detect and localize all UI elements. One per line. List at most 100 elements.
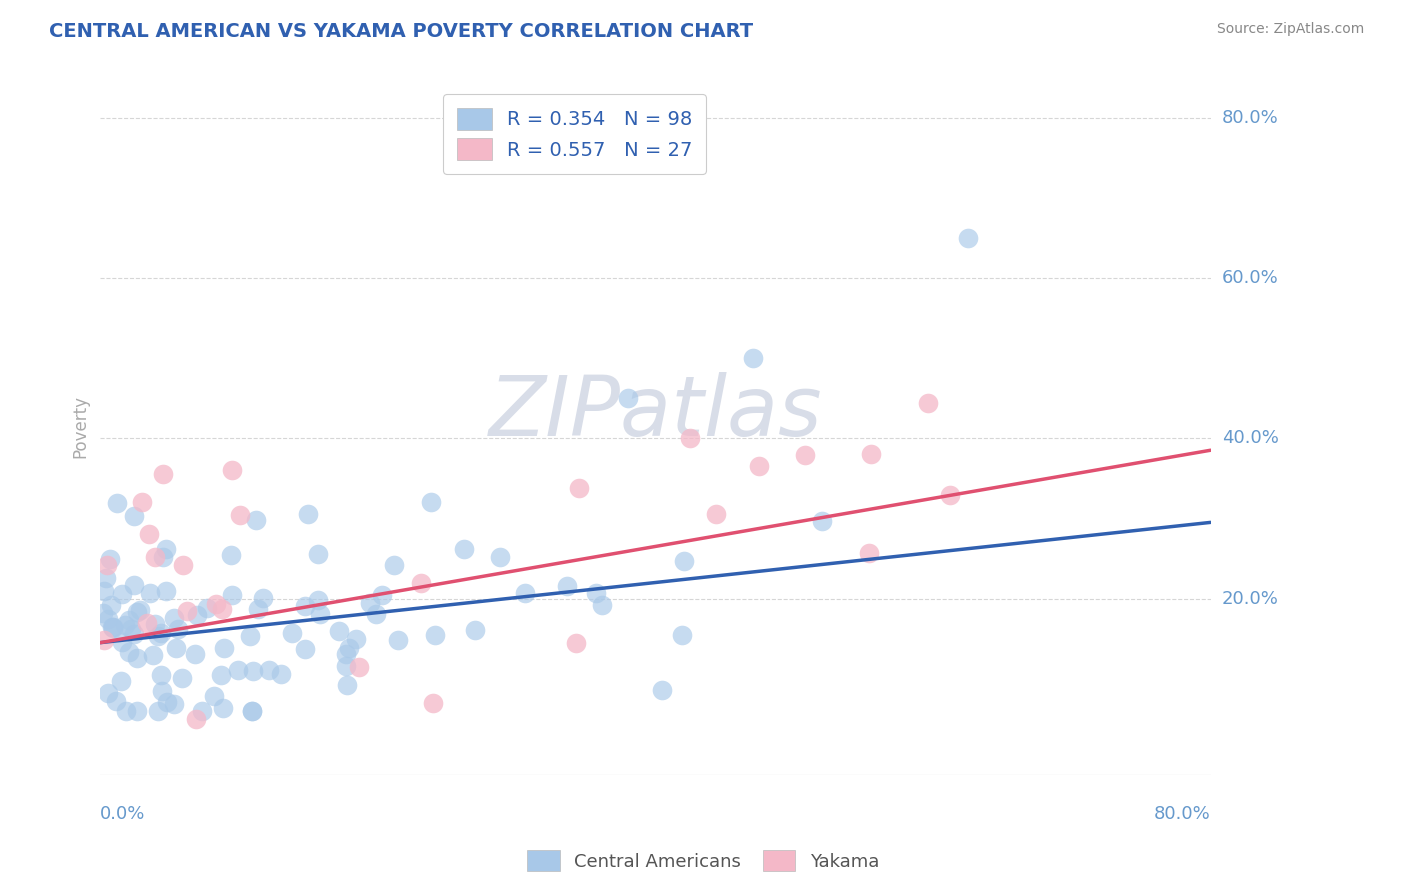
Point bbox=[104, 693, 127, 707]
Point bbox=[226, 663, 249, 677]
Point bbox=[156, 695, 179, 709]
Point bbox=[239, 628, 262, 642]
Point bbox=[297, 507, 319, 521]
Y-axis label: Poverty: Poverty bbox=[72, 394, 89, 458]
Point bbox=[616, 391, 638, 405]
Point bbox=[382, 558, 405, 573]
Point bbox=[489, 550, 512, 565]
Point bbox=[150, 683, 173, 698]
Point bbox=[110, 673, 132, 688]
Point bbox=[155, 584, 177, 599]
Point bbox=[748, 458, 770, 473]
Point bbox=[139, 586, 162, 600]
Point bbox=[464, 624, 486, 638]
Point bbox=[679, 431, 702, 445]
Point bbox=[307, 592, 329, 607]
Point bbox=[209, 667, 232, 681]
Point bbox=[127, 651, 149, 665]
Point bbox=[190, 704, 212, 718]
Point bbox=[103, 620, 125, 634]
Point bbox=[956, 231, 979, 245]
Point bbox=[152, 550, 174, 565]
Point bbox=[568, 481, 591, 495]
Point bbox=[149, 625, 172, 640]
Point bbox=[97, 686, 120, 700]
Text: 40.0%: 40.0% bbox=[1222, 429, 1278, 447]
Text: 60.0%: 60.0% bbox=[1222, 268, 1278, 287]
Point bbox=[143, 616, 166, 631]
Point bbox=[202, 689, 225, 703]
Point bbox=[138, 527, 160, 541]
Text: ZIPatlas: ZIPatlas bbox=[489, 372, 823, 453]
Point bbox=[387, 633, 409, 648]
Point bbox=[513, 586, 536, 600]
Point bbox=[163, 611, 186, 625]
Point bbox=[308, 607, 330, 621]
Point bbox=[184, 712, 207, 726]
Point bbox=[371, 589, 394, 603]
Point bbox=[335, 647, 357, 661]
Point bbox=[364, 607, 387, 622]
Point bbox=[163, 697, 186, 711]
Point bbox=[741, 351, 763, 365]
Point bbox=[146, 629, 169, 643]
Point bbox=[425, 628, 447, 642]
Point bbox=[336, 678, 359, 692]
Point bbox=[240, 704, 263, 718]
Point bbox=[93, 583, 115, 598]
Point bbox=[121, 623, 143, 637]
Point bbox=[346, 632, 368, 646]
Point bbox=[557, 579, 579, 593]
Point bbox=[212, 640, 235, 655]
Point bbox=[281, 625, 304, 640]
Point bbox=[172, 558, 194, 573]
Point bbox=[409, 576, 432, 591]
Point bbox=[242, 704, 264, 718]
Point bbox=[149, 668, 172, 682]
Point bbox=[98, 551, 121, 566]
Point bbox=[704, 507, 727, 521]
Text: 80.0%: 80.0% bbox=[1222, 109, 1278, 127]
Point bbox=[91, 606, 114, 620]
Point bbox=[221, 589, 243, 603]
Point bbox=[858, 546, 880, 560]
Text: 20.0%: 20.0% bbox=[1222, 590, 1278, 607]
Point bbox=[859, 447, 882, 461]
Point bbox=[259, 664, 281, 678]
Point bbox=[183, 648, 205, 662]
Point bbox=[146, 704, 169, 718]
Point bbox=[328, 624, 350, 638]
Point bbox=[294, 641, 316, 656]
Point bbox=[337, 640, 360, 655]
Point bbox=[122, 577, 145, 591]
Point bbox=[155, 541, 177, 556]
Point bbox=[671, 628, 693, 642]
Point bbox=[131, 495, 153, 509]
Point bbox=[205, 597, 228, 611]
Point bbox=[565, 636, 588, 650]
Point bbox=[124, 509, 146, 524]
Point bbox=[246, 602, 269, 616]
Point bbox=[107, 495, 129, 509]
Point bbox=[229, 508, 252, 522]
Point bbox=[585, 586, 607, 600]
Point bbox=[651, 682, 673, 697]
Point bbox=[794, 448, 817, 462]
Point bbox=[219, 548, 242, 562]
Point bbox=[117, 645, 139, 659]
Point bbox=[143, 549, 166, 564]
Point bbox=[422, 696, 444, 710]
Point bbox=[335, 659, 357, 673]
Point bbox=[96, 571, 118, 585]
Point bbox=[591, 598, 613, 612]
Point bbox=[917, 396, 939, 410]
Point bbox=[176, 604, 198, 618]
Point bbox=[122, 626, 145, 640]
Point bbox=[135, 615, 157, 630]
Point bbox=[167, 622, 190, 636]
Point bbox=[453, 542, 475, 557]
Text: CENTRAL AMERICAN VS YAKAMA POVERTY CORRELATION CHART: CENTRAL AMERICAN VS YAKAMA POVERTY CORRE… bbox=[49, 22, 754, 41]
Point bbox=[129, 602, 152, 616]
Point bbox=[125, 605, 148, 619]
Point bbox=[110, 587, 132, 601]
